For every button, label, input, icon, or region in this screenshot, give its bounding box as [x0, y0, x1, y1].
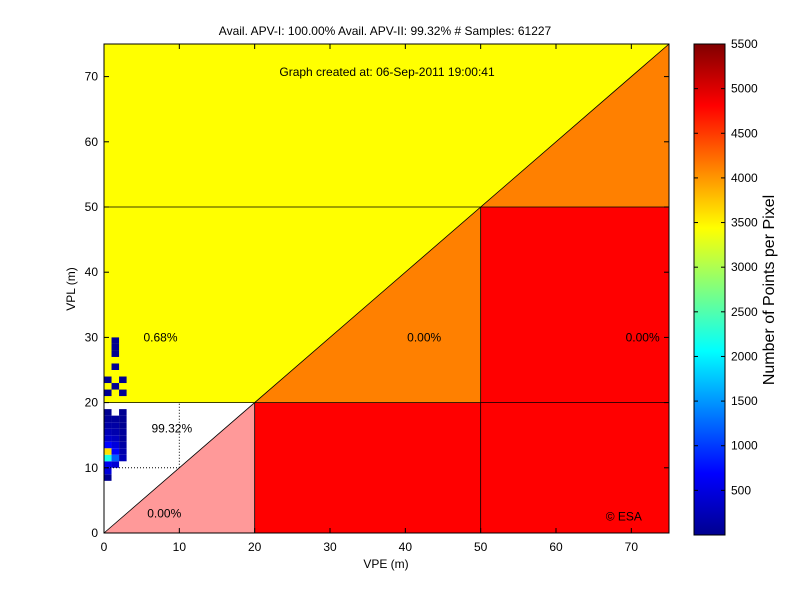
colorbar-tick-label: 3500	[731, 216, 758, 230]
data-pixel	[119, 435, 127, 442]
x-tick-label: 20	[248, 540, 262, 554]
data-pixel	[104, 448, 112, 455]
colorbar: 500 1000 1500 2000 2500 3000 3500 4000 4500 5000 5…	[693, 37, 758, 536]
data-pixel	[111, 461, 120, 468]
x-tick-label: 10	[173, 540, 187, 554]
y-tick-label: 50	[85, 200, 99, 214]
data-pixel	[111, 415, 120, 423]
y-tick-label: 20	[85, 396, 99, 410]
colorbar-tick-label: 1000	[731, 439, 758, 453]
data-pixel	[111, 337, 120, 344]
data-pixel	[104, 461, 112, 468]
annotations: 0.68% 0.00% 0.00% 99.32% 0.00% © ESA	[143, 330, 659, 523]
data-pixel	[104, 454, 112, 462]
data-pixel	[111, 428, 120, 436]
data-pixel	[111, 343, 120, 351]
x-tick-label: 40	[399, 540, 413, 554]
annotation-label: 0.00%	[626, 330, 660, 344]
data-pixel	[119, 376, 127, 384]
colorbar-label: Number of Points per Pixel	[761, 195, 778, 385]
x-tick-label: 70	[625, 540, 639, 554]
colorbar-tick-label: 500	[731, 483, 751, 497]
annotation-label: 0.68%	[143, 330, 177, 344]
chart-subtitle: Graph created at: 06-Sep-2011 19:00:41	[279, 65, 495, 79]
y-tick-label: 10	[85, 461, 99, 475]
data-pixel	[119, 389, 127, 397]
annotation-label: 0.00%	[147, 506, 181, 520]
data-pixel	[119, 454, 127, 462]
y-tick-label: 30	[85, 330, 99, 344]
data-pixel	[104, 415, 112, 423]
data-pixel	[119, 415, 127, 423]
data-pixel	[104, 474, 112, 481]
data-pixel	[104, 435, 112, 442]
data-pixel	[119, 428, 127, 436]
colorbar-tick-label: 2000	[731, 349, 758, 363]
data-pixel	[104, 428, 112, 436]
data-pixel	[119, 409, 127, 416]
x-tick-label: 60	[549, 540, 563, 554]
x-tick-label: 50	[474, 540, 488, 554]
data-pixel	[111, 422, 120, 429]
y-tick-label: 40	[85, 265, 99, 279]
data-pixel	[111, 454, 120, 462]
x-tick-label: 0	[101, 540, 108, 554]
data-pixel	[119, 422, 127, 429]
boundary-line	[103, 43, 670, 534]
region-hazardous-right	[480, 207, 669, 403]
y-tick-label: 70	[85, 70, 99, 84]
colorbar-tick-label: 5500	[731, 37, 758, 51]
colorbar-tick-label: 2500	[731, 305, 758, 319]
data-pixel	[111, 383, 120, 390]
data-pixel	[104, 422, 112, 429]
x-axis-label: VPE (m)	[363, 557, 408, 571]
annotation-label: 0.00%	[407, 330, 441, 344]
chart-title: Avail. APV-I: 100.00% Avail. APV-II: 99.…	[219, 24, 552, 38]
colorbar-gradient	[693, 43, 726, 536]
data-pixel	[111, 435, 120, 442]
y-axis-label: VPL (m)	[64, 267, 78, 311]
y-tick-label: 60	[85, 135, 99, 149]
data-pixel	[104, 467, 112, 475]
data-pixel	[111, 363, 120, 370]
y-tick-label: 0	[91, 526, 98, 540]
x-tick-label: 30	[323, 540, 337, 554]
region-hazardous-lower-right	[480, 402, 669, 533]
data-pixel	[104, 376, 112, 384]
region-hazardous-lower-mid	[254, 402, 481, 533]
colorbar-tick-label: 4000	[731, 171, 758, 185]
data-pixel	[119, 448, 127, 455]
data-pixel	[104, 441, 112, 449]
plot-frame	[103, 43, 670, 534]
colorbar-tick-label: 3000	[731, 260, 758, 274]
axes: 0 10 20 30 40 50 60 70 0 10 20 30 40 50 60 70	[85, 43, 670, 554]
data-pixel	[111, 350, 120, 357]
colorbar-tick-label: 5000	[731, 82, 758, 96]
plot-area	[103, 43, 670, 534]
data-pixel	[119, 441, 127, 449]
data-pixel	[111, 441, 120, 449]
data-pixel	[111, 448, 120, 455]
colorbar-tick-label: 1500	[731, 394, 758, 408]
annotation-label: 99.32%	[151, 422, 192, 436]
annotation-label: © ESA	[606, 510, 642, 524]
colorbar-tick-label: 4500	[731, 126, 758, 140]
region-upper-left	[104, 44, 669, 403]
data-pixel	[104, 409, 112, 416]
data-pixel	[104, 389, 112, 397]
